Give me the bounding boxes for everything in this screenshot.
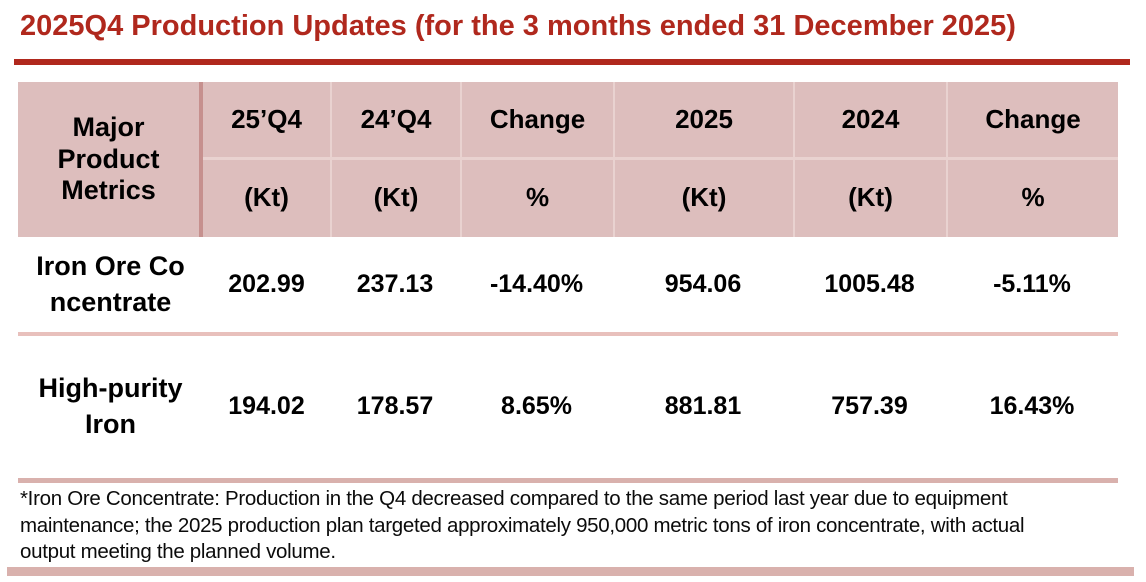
header-period-label: Change (462, 82, 613, 160)
header-cell-metrics: Major Product Metrics (18, 82, 203, 237)
row-divider (18, 332, 1118, 336)
table-row: Iron Ore Co ncentrate 202.99 237.13 -14.… (18, 237, 1118, 332)
bottom-bar (7, 567, 1134, 576)
header-col-2025: 2025 (Kt) (613, 82, 793, 237)
header-period-label: 2024 (795, 82, 946, 160)
header-period-label: 25’Q4 (203, 82, 330, 160)
row-value-cell: -14.40% (489, 270, 584, 298)
header-unit-label: % (525, 181, 550, 212)
header-col-quarter-change: Change % (460, 82, 613, 237)
row-value-cell: 202.99 (228, 270, 305, 298)
header-unit-label: (Kt) (373, 181, 419, 212)
header-col-2024: 2024 (Kt) (793, 82, 946, 237)
header-unit-label: (Kt) (848, 181, 893, 212)
table-row: High-purity Iron 194.02 178.57 8.65% 881… (18, 336, 1118, 477)
page-title: 2025Q4 Production Updates (for the 3 mon… (20, 10, 1016, 42)
row-value-cell: 1005.48 (824, 270, 915, 298)
production-table: Major Product Metrics 25’Q4 (Kt) 24’Q4 (… (18, 82, 1118, 483)
row-value-cell: 881.81 (664, 392, 742, 420)
header-col-24q4: 24’Q4 (Kt) (330, 82, 460, 237)
header-period-label: 24’Q4 (332, 82, 460, 160)
row-value-cell: 237.13 (356, 270, 434, 298)
row-value-cell: 954.06 (664, 270, 742, 298)
footnote-divider (18, 478, 1118, 483)
row-value-cell: 757.39 (831, 392, 908, 420)
row-metric-label: High-purity Iron (38, 373, 183, 439)
header-col-25q4: 25’Q4 (Kt) (203, 82, 330, 237)
row-value-cell: 8.65% (501, 392, 572, 420)
header-period-label: 2025 (615, 82, 793, 160)
header-unit-label: % (1021, 181, 1045, 212)
row-metric-label: Iron Ore Co ncentrate (36, 251, 185, 317)
footnote-text: *Iron Ore Concentrate: Production in the… (20, 487, 1025, 563)
row-value-cell: 178.57 (356, 392, 434, 420)
header-unit-label: (Kt) (244, 181, 289, 212)
row-value-cell: 16.43% (989, 392, 1075, 420)
row-value-cell: 194.02 (228, 392, 305, 420)
title-underline-rule (14, 59, 1130, 65)
table-header: Major Product Metrics 25’Q4 (Kt) 24’Q4 (… (18, 82, 1118, 237)
header-period-label: Change (948, 82, 1118, 160)
row-value-cell: -5.11% (993, 270, 1071, 298)
header-col-year-change: Change % (946, 82, 1118, 237)
header-unit-label: (Kt) (681, 181, 727, 212)
